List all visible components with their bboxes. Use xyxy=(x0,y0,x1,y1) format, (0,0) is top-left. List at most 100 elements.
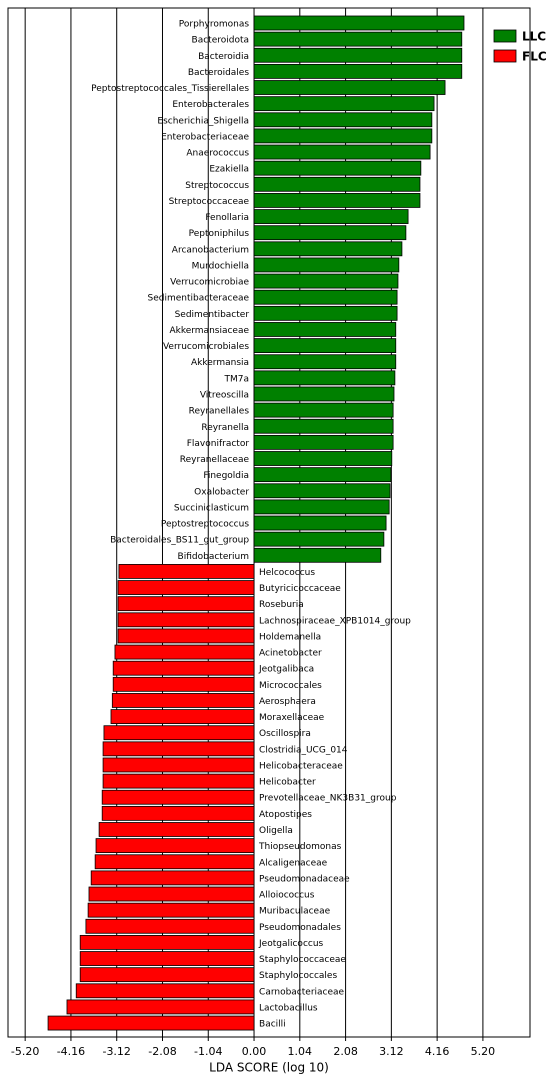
bar xyxy=(47,1015,255,1031)
bar xyxy=(253,128,433,144)
category-label: Reyranella xyxy=(201,423,249,433)
bar xyxy=(253,225,407,241)
category-label: Acinetobacter xyxy=(259,649,322,659)
x-tick-label: 4.16 xyxy=(425,1045,450,1058)
category-label: Helcococcus xyxy=(259,568,315,578)
bar xyxy=(253,31,463,47)
bar xyxy=(253,434,394,450)
plot-frame xyxy=(7,7,531,1038)
bar xyxy=(66,999,255,1015)
category-label: Peptostreptococcales_Tissierellales xyxy=(91,84,249,94)
x-tick-label: 3.12 xyxy=(379,1045,404,1058)
x-tick-label: -4.16 xyxy=(57,1045,85,1058)
x-tick-label: -2.08 xyxy=(148,1045,176,1058)
x-tick-label: 2.08 xyxy=(333,1045,358,1058)
category-label: Carnobacteriaceae xyxy=(259,987,345,997)
bar xyxy=(253,15,465,31)
bar xyxy=(253,112,433,128)
bar xyxy=(94,854,255,870)
category-label: Peptoniphilus xyxy=(189,229,250,239)
bar xyxy=(253,322,397,337)
x-axis-label: LDA SCORE (log 10) xyxy=(209,1061,329,1075)
category-label: Alcaligenaceae xyxy=(259,858,328,868)
bar xyxy=(79,951,255,966)
category-label: Sedimentibacter xyxy=(175,310,250,320)
category-label: Arcanobacterium xyxy=(172,245,249,255)
bar xyxy=(253,499,390,515)
category-label: Reyranellales xyxy=(189,407,250,417)
bar xyxy=(118,564,255,579)
category-label: Bacteroidales_BS11_gut_group xyxy=(110,536,249,546)
bar xyxy=(253,257,400,273)
bar xyxy=(102,773,255,789)
bar xyxy=(253,467,392,483)
bar xyxy=(102,741,255,757)
category-label: Butyricicoccaceae xyxy=(259,584,341,594)
legend-swatch xyxy=(493,49,517,63)
category-label: Succiniclasticum xyxy=(174,503,249,513)
category-label: Peptostreptococcus xyxy=(161,520,249,530)
bar xyxy=(103,725,255,741)
category-label: Oligella xyxy=(259,826,293,836)
category-label: Thiopseudomonas xyxy=(258,842,342,852)
bar xyxy=(253,241,403,257)
bar xyxy=(253,451,393,466)
bar xyxy=(253,273,399,289)
category-label: Verrucomicrobiales xyxy=(163,342,249,352)
x-tick-label: 0.00 xyxy=(242,1045,267,1058)
bar xyxy=(253,418,394,434)
legend-label: LLC xyxy=(522,30,546,44)
bar xyxy=(253,289,398,305)
category-label: Akkermansiaceae xyxy=(169,326,249,336)
bar xyxy=(110,709,255,724)
legend-label: FLC xyxy=(522,50,547,64)
bar xyxy=(253,515,387,531)
bar xyxy=(253,144,431,160)
category-label: Staphylococcaceae xyxy=(259,955,346,965)
bar xyxy=(87,902,255,918)
category-label: Reyranellaceae xyxy=(180,455,250,465)
bar xyxy=(253,483,391,499)
bar xyxy=(101,789,255,805)
bar xyxy=(85,918,255,934)
bar xyxy=(98,822,255,837)
category-label: Flavonifractor xyxy=(187,439,250,449)
category-label: Oscillospira xyxy=(259,729,311,739)
bar xyxy=(101,805,255,821)
category-label: Akkermansia xyxy=(191,358,249,368)
category-label: Atopostipes xyxy=(259,810,312,820)
category-label: Aerosphaera xyxy=(259,697,316,707)
bar xyxy=(253,402,394,418)
category-label: Enterobacteriaceae xyxy=(161,132,249,142)
bar xyxy=(117,612,255,628)
bar xyxy=(88,886,255,902)
category-label: Escherichia_Shigella xyxy=(157,116,249,126)
category-label: Prevotellaceae_NK3B31_group xyxy=(259,794,397,804)
category-label: Jeotgalibaca xyxy=(258,665,314,675)
bar xyxy=(253,193,421,208)
bar xyxy=(253,338,397,354)
bar xyxy=(253,386,395,402)
bar xyxy=(253,80,446,95)
category-label: Alloiococcus xyxy=(259,891,315,901)
bar xyxy=(253,531,385,547)
bar xyxy=(114,644,255,660)
x-tick-label: 1.04 xyxy=(288,1045,313,1058)
bar xyxy=(117,596,255,612)
bar xyxy=(95,838,255,854)
category-label: Anaerococcus xyxy=(186,149,249,159)
bar xyxy=(253,305,398,321)
bar xyxy=(253,370,396,386)
category-label: Streptococcaceae xyxy=(169,197,250,207)
category-label: Bifidobacterium xyxy=(178,552,249,562)
legend-swatch xyxy=(493,29,517,43)
x-tick-label: 5.20 xyxy=(471,1045,496,1058)
category-label: Clostridia_UCG_014 xyxy=(259,745,348,755)
category-label: Finegoldia xyxy=(203,471,249,481)
category-label: Moraxellaceae xyxy=(259,713,325,723)
bar xyxy=(112,676,255,692)
category-label: Muribaculaceae xyxy=(259,907,331,917)
bar xyxy=(117,580,255,595)
bar xyxy=(111,693,255,708)
